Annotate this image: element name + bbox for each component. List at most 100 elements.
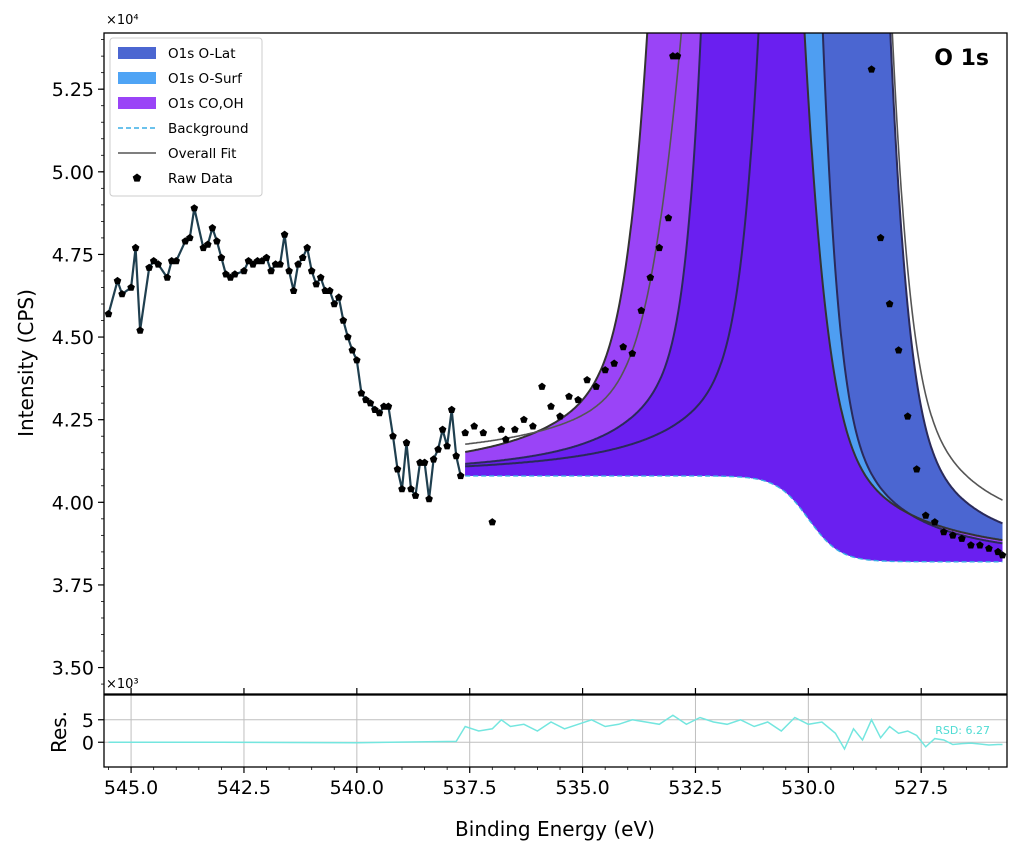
raw-data-point xyxy=(325,286,334,294)
raw-data-point xyxy=(447,405,456,413)
raw-data-point xyxy=(556,412,564,420)
raw-data-point xyxy=(154,260,162,268)
raw-data-point xyxy=(976,541,984,549)
legend-item: Raw Data xyxy=(132,171,233,187)
raw-data-point xyxy=(267,267,275,275)
y-tick-label: 3.50 xyxy=(52,658,94,680)
raw-data-point xyxy=(190,204,199,212)
x-tick-label: 535.0 xyxy=(555,777,609,799)
raw-data-point xyxy=(348,346,357,354)
component-o-lat-area xyxy=(465,33,1003,562)
raw-data-point xyxy=(452,452,460,460)
raw-data-point xyxy=(262,253,271,261)
raw-data-point xyxy=(204,240,212,248)
raw-data-point xyxy=(894,346,903,354)
raw-data-point xyxy=(298,253,307,261)
x-tick-label: 530.0 xyxy=(781,777,835,799)
legend: O1s O-Lat O1s O-Surf O1s CO,OH Background Ov… xyxy=(109,37,263,197)
raw-data-point xyxy=(276,260,284,268)
raw-data-point xyxy=(366,399,375,407)
main-axes-frame xyxy=(103,32,1008,695)
raw-data-point xyxy=(335,293,343,301)
raw-data-point xyxy=(330,300,339,308)
raw-data-point xyxy=(131,243,140,252)
raw-data-point xyxy=(619,343,627,351)
raw-data-point xyxy=(213,237,221,245)
raw-data-point xyxy=(610,359,618,367)
raw-data-point xyxy=(393,465,402,473)
legend-label: O1s CO,OH xyxy=(168,96,244,112)
raw-data-line xyxy=(107,207,462,500)
raw-data-point xyxy=(583,376,591,384)
background-line xyxy=(465,475,1003,563)
legend-label: O1s O-Lat xyxy=(168,46,236,62)
raw-data-point xyxy=(357,389,366,397)
raw-data-point xyxy=(967,541,975,549)
overall-fit-line xyxy=(465,33,1003,501)
raw-data-point xyxy=(921,511,930,519)
x-tick-label: 542.5 xyxy=(217,777,271,799)
residual-y-axis-label: Res. xyxy=(47,711,71,753)
raw-data-point xyxy=(240,267,248,275)
raw-data-point xyxy=(903,412,912,420)
raw-data-point xyxy=(389,432,397,440)
component-o-lat-outline xyxy=(465,33,1003,525)
legend-swatch xyxy=(132,173,142,182)
y-tick-label: 5.25 xyxy=(52,79,94,101)
legend-label: O1s O-Surf xyxy=(168,71,243,87)
raw-data-point xyxy=(628,349,637,357)
residual-line xyxy=(108,714,1003,751)
raw-data-point xyxy=(163,273,171,281)
legend-item: Overall Fit xyxy=(118,146,236,162)
axis-ticks: 545.0 542.5 540.0 537.5 535.0 532.5 530.0 527.5… xyxy=(52,39,990,799)
raw-data-point xyxy=(231,270,239,278)
raw-data-point xyxy=(885,300,894,308)
raw-data-point xyxy=(353,356,361,364)
raw-data-point xyxy=(488,518,497,526)
legend-item: O1s O-Lat xyxy=(118,46,236,62)
legend-label: Background xyxy=(168,121,249,137)
raw-data-point xyxy=(655,243,664,252)
legend-swatch xyxy=(118,47,156,59)
y-tick-label: 4.75 xyxy=(52,244,94,266)
legend-item: Background xyxy=(118,121,249,137)
raw-data-point xyxy=(312,280,320,288)
raw-data-point xyxy=(646,273,655,281)
x-tick-label: 532.5 xyxy=(668,777,722,799)
raw-data-point xyxy=(145,263,153,271)
raw-data-point xyxy=(289,286,298,294)
raw-data-point xyxy=(420,458,429,466)
y-tick-label: 5.00 xyxy=(52,162,94,184)
raw-data-point xyxy=(425,495,433,503)
raw-data-point xyxy=(118,290,126,298)
raw-data-point xyxy=(940,528,948,536)
rsd-label: RSD: 6.27 xyxy=(935,724,990,737)
raw-data-point xyxy=(411,491,420,499)
legend-swatch xyxy=(118,97,156,109)
raw-data-point xyxy=(398,485,406,493)
legend-item: O1s O-Surf xyxy=(118,71,243,87)
raw-data-point xyxy=(303,243,311,252)
legend-item: O1s CO,OH xyxy=(118,96,244,112)
raw-data-point xyxy=(511,425,519,433)
raw-data-point xyxy=(316,273,325,281)
main-multiplier: ×10⁴ xyxy=(106,13,139,28)
raw-data-point xyxy=(497,425,506,433)
raw-data-point xyxy=(601,366,609,374)
raw-data-points xyxy=(104,52,1007,559)
raw-data-point xyxy=(429,455,438,463)
raw-data-point xyxy=(931,518,939,526)
raw-data-point xyxy=(529,422,537,430)
x-tick-label: 527.5 xyxy=(894,777,948,799)
raw-data-point xyxy=(479,428,488,437)
x-tick-label: 540.0 xyxy=(330,777,384,799)
raw-data-point xyxy=(127,283,135,291)
legend-label: Raw Data xyxy=(168,171,233,187)
legend-label: Overall Fit xyxy=(168,146,236,162)
raw-data-point xyxy=(104,309,113,318)
raw-data-point xyxy=(172,257,180,265)
raw-data-point xyxy=(339,316,348,324)
x-axis-label: Binding Energy (eV) xyxy=(455,817,655,841)
raw-data-point xyxy=(502,435,510,443)
raw-data-point xyxy=(673,52,682,60)
